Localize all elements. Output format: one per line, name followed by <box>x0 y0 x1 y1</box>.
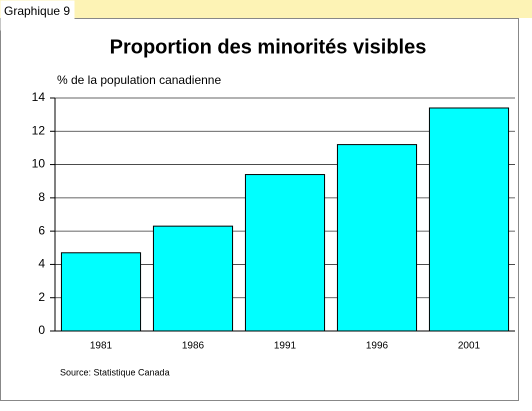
x-tick-label: 1991 <box>274 341 297 352</box>
banner <box>0 0 532 18</box>
y-tick-label: 6 <box>38 223 45 237</box>
y-tick-label: 14 <box>32 90 46 104</box>
y-tick-label: 2 <box>38 290 45 304</box>
bar <box>336 144 418 332</box>
bar <box>152 225 234 332</box>
chart-title: Proportion des minorités visibles <box>110 36 427 58</box>
bar <box>244 174 326 332</box>
y-tick-label: 12 <box>32 123 46 137</box>
y-tick-label: 0 <box>38 323 45 337</box>
source: Source: Statistique Canada <box>60 367 170 377</box>
y-tick-label: 8 <box>38 190 45 204</box>
bar <box>428 107 510 332</box>
label-box <box>0 0 75 31</box>
y-tick-label: 4 <box>38 257 45 271</box>
bar <box>60 252 142 332</box>
x-tick-label: 1996 <box>366 341 389 352</box>
figure-label: Graphique 9 <box>4 4 70 18</box>
y-tick-label: 10 <box>32 157 46 171</box>
x-tick-label: 1981 <box>90 341 113 352</box>
x-tick-label: 2001 <box>458 341 481 352</box>
x-tick-label: 1986 <box>182 341 205 352</box>
y-axis-label: % de la population canadienne <box>57 73 221 87</box>
